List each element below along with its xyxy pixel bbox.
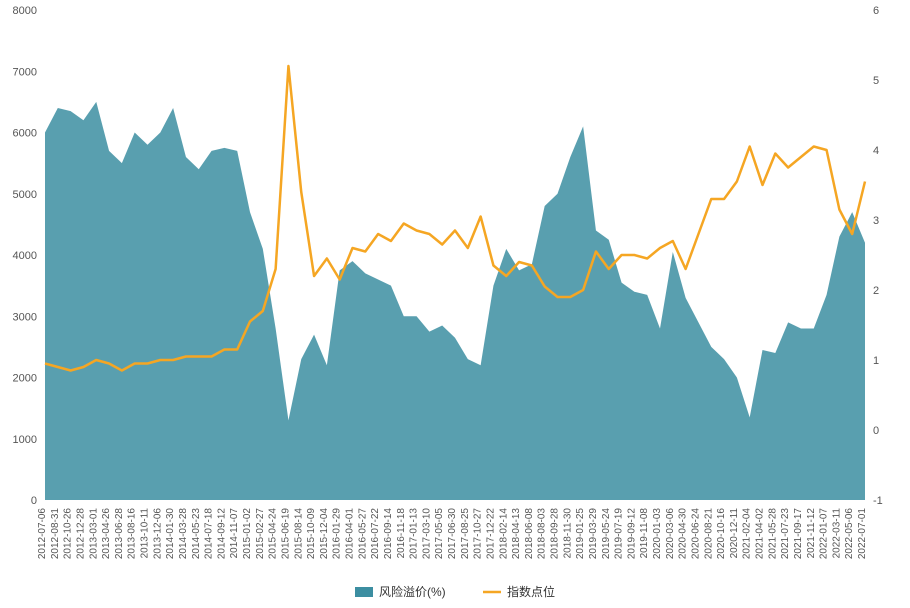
legend-swatch <box>355 587 373 597</box>
x-tick-label: 2015-10-09 <box>306 508 317 560</box>
x-tick-label: 2015-06-19 <box>280 508 291 560</box>
x-tick-label: 2016-05-27 <box>357 508 368 560</box>
x-tick-label: 2012-08-31 <box>50 508 61 560</box>
x-tick-label: 2021-04-02 <box>755 508 766 560</box>
x-tick-label: 2021-07-23 <box>780 508 791 560</box>
x-tick-label: 2018-11-30 <box>562 508 573 559</box>
x-tick-label: 2013-06-28 <box>114 508 125 560</box>
x-tick-label: 2017-01-13 <box>409 508 420 560</box>
x-tick-label: 2012-12-28 <box>75 508 86 560</box>
x-tick-label: 2014-11-07 <box>229 508 240 559</box>
x-tick-label: 2019-05-24 <box>601 508 612 560</box>
x-tick-label: 2018-02-14 <box>498 508 509 560</box>
x-tick-label: 2013-12-06 <box>152 508 163 560</box>
x-tick-label: 2019-01-25 <box>575 508 586 560</box>
y-left-tick-label: 8000 <box>13 5 37 17</box>
y-right-tick-label: 2 <box>873 285 879 297</box>
y-left-tick-label: 1000 <box>13 434 37 446</box>
x-tick-label: 2022-03-11 <box>831 508 842 559</box>
x-tick-label: 2018-09-28 <box>550 508 561 560</box>
x-tick-label: 2019-07-19 <box>614 508 625 560</box>
x-tick-label: 2016-11-18 <box>396 508 407 559</box>
x-tick-label: 2020-04-30 <box>678 508 689 560</box>
x-tick-label: 2017-10-27 <box>473 508 484 560</box>
x-tick-label: 2020-10-16 <box>716 508 727 560</box>
x-tick-label: 2016-09-14 <box>383 508 394 560</box>
x-tick-label: 2019-09-12 <box>626 508 637 560</box>
x-tick-label: 2021-05-28 <box>767 508 778 560</box>
x-tick-label: 2018-06-08 <box>524 508 535 560</box>
x-tick-label: 2014-03-28 <box>178 508 189 560</box>
x-tick-label: 2015-04-24 <box>268 508 279 560</box>
x-tick-label: 2017-08-25 <box>460 508 471 560</box>
x-tick-label: 2022-07-01 <box>857 508 868 560</box>
x-tick-label: 2019-03-29 <box>588 508 599 560</box>
x-tick-label: 2017-05-05 <box>434 508 445 560</box>
x-tick-label: 2020-12-11 <box>729 508 740 559</box>
x-tick-label: 2013-08-16 <box>127 508 138 560</box>
legend-label: 指数点位 <box>507 584 555 599</box>
chart-container: 0 1000 2000 3000 4000 5000 6000 7000 8000 -1 0 1 2 3 4… <box>0 0 910 608</box>
x-tick-label: 2014-07-18 <box>204 508 215 560</box>
y-left-tick-label: 7000 <box>13 66 37 78</box>
x-tick-label: 2014-01-30 <box>165 508 176 560</box>
y-right-tick-label: -1 <box>873 495 883 507</box>
x-tick-label: 2015-08-14 <box>293 508 304 560</box>
y-right-tick-label: 4 <box>873 145 879 157</box>
x-tick-label: 2015-01-02 <box>242 508 253 560</box>
x-tick-label: 2020-01-03 <box>652 508 663 560</box>
x-tick-label: 2018-04-13 <box>511 508 522 560</box>
x-tick-label: 2013-10-11 <box>140 508 151 559</box>
y-right-tick-label: 6 <box>873 5 879 17</box>
x-tick-label: 2013-04-26 <box>101 508 112 560</box>
x-tick-label: 2021-11-12 <box>806 508 817 559</box>
y-left-tick-label: 0 <box>31 495 37 507</box>
y-right-tick-label: 1 <box>873 355 879 367</box>
x-tick-label: 2015-02-27 <box>255 508 266 560</box>
x-tick-label: 2021-09-17 <box>793 508 804 560</box>
x-tick-label: 2020-06-24 <box>690 508 701 560</box>
x-tick-label: 2014-05-23 <box>191 508 202 560</box>
y-right-tick-label: 3 <box>873 215 879 227</box>
chart-svg: 0 1000 2000 3000 4000 5000 6000 7000 8000 -1 0 1 2 3 4… <box>0 0 910 608</box>
y-left-tick-label: 5000 <box>13 189 37 201</box>
x-tick-label: 2019-11-08 <box>639 508 650 559</box>
y-left-tick-label: 4000 <box>13 250 37 262</box>
y-right-tick-label: 0 <box>873 425 879 437</box>
x-tick-label: 2015-12-04 <box>319 508 330 560</box>
x-tick-label: 2021-02-04 <box>742 508 753 560</box>
x-tick-label: 2012-07-06 <box>37 508 48 560</box>
y-left-tick-label: 3000 <box>13 311 37 323</box>
y-left-tick-label: 6000 <box>13 128 37 140</box>
x-tick-label: 2017-12-22 <box>485 508 496 560</box>
x-tick-label: 2022-01-07 <box>819 508 830 560</box>
y-right-tick-label: 5 <box>873 75 879 87</box>
x-tick-label: 2014-09-12 <box>216 508 227 560</box>
y-left-tick-label: 2000 <box>13 373 37 385</box>
x-tick-label: 2012-10-26 <box>63 508 74 560</box>
x-tick-label: 2020-03-06 <box>665 508 676 560</box>
x-tick-label: 2017-06-30 <box>447 508 458 560</box>
x-tick-label: 2022-05-06 <box>844 508 855 560</box>
x-tick-label: 2016-01-29 <box>332 508 343 560</box>
x-tick-label: 2020-08-21 <box>703 508 714 560</box>
x-tick-label: 2013-03-01 <box>88 508 99 560</box>
x-tick-label: 2017-03-10 <box>421 508 432 560</box>
legend-label: 风险溢价(%) <box>379 584 446 599</box>
x-tick-label: 2016-07-22 <box>370 508 381 560</box>
x-tick-label: 2018-08-03 <box>537 508 548 560</box>
x-tick-label: 2016-04-01 <box>345 508 356 560</box>
